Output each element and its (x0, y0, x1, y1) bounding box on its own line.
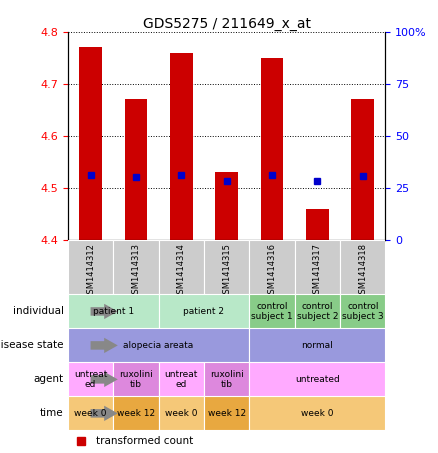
Bar (159, 362, 204, 396)
Text: GSM1414315: GSM1414315 (222, 243, 231, 299)
Bar (204, 240, 249, 294)
Bar (215, 172, 238, 240)
Bar (68, 240, 113, 294)
Text: GSM1414316: GSM1414316 (268, 243, 276, 299)
Bar (159, 294, 249, 328)
Text: week 0: week 0 (165, 409, 198, 418)
Text: disease state: disease state (0, 340, 64, 351)
Bar (249, 240, 295, 294)
Text: week 0: week 0 (74, 409, 107, 418)
Bar (79, 47, 102, 240)
Text: GSM1414317: GSM1414317 (313, 243, 322, 299)
Text: untreat
ed: untreat ed (74, 370, 107, 389)
Bar (249, 328, 385, 362)
Bar (340, 240, 385, 294)
Text: patient 1: patient 1 (93, 307, 134, 316)
Bar (261, 58, 283, 240)
Bar (159, 240, 204, 294)
Bar (204, 362, 249, 396)
Text: alopecia areata: alopecia areata (124, 341, 194, 350)
Text: control
subject 1: control subject 1 (251, 302, 293, 321)
Text: week 12: week 12 (208, 409, 246, 418)
Text: individual: individual (13, 306, 64, 317)
Text: untreat
ed: untreat ed (165, 370, 198, 389)
Text: control
subject 3: control subject 3 (342, 302, 384, 321)
Bar (113, 240, 159, 294)
Text: week 0: week 0 (301, 409, 334, 418)
Bar (159, 396, 204, 430)
Text: time: time (40, 408, 64, 419)
FancyArrow shape (91, 304, 118, 319)
Text: ruxolini
tib: ruxolini tib (119, 370, 153, 389)
FancyArrow shape (91, 406, 118, 421)
Bar (113, 396, 159, 430)
Bar (295, 240, 340, 294)
Text: GSM1414313: GSM1414313 (131, 243, 141, 299)
Title: GDS5275 / 211649_x_at: GDS5275 / 211649_x_at (143, 17, 311, 31)
Bar (68, 328, 249, 362)
Text: agent: agent (33, 374, 64, 385)
Bar (249, 396, 385, 430)
Text: patient 2: patient 2 (184, 307, 225, 316)
Text: week 12: week 12 (117, 409, 155, 418)
Bar (351, 99, 374, 240)
FancyArrow shape (91, 372, 118, 387)
Bar (124, 99, 147, 240)
Bar (295, 294, 340, 328)
Text: untreated: untreated (295, 375, 340, 384)
Text: transformed count: transformed count (96, 435, 194, 446)
Text: GSM1414314: GSM1414314 (177, 243, 186, 299)
Text: normal: normal (301, 341, 333, 350)
Text: control
subject 2: control subject 2 (297, 302, 338, 321)
Bar (68, 362, 113, 396)
Bar (249, 294, 295, 328)
Text: GSM1414312: GSM1414312 (86, 243, 95, 299)
Bar (306, 209, 329, 240)
Bar (340, 294, 385, 328)
Text: GSM1414318: GSM1414318 (358, 243, 367, 299)
Text: ruxolini
tib: ruxolini tib (210, 370, 244, 389)
Bar (68, 294, 159, 328)
Bar (113, 362, 159, 396)
Bar (204, 396, 249, 430)
Bar (249, 362, 385, 396)
FancyArrow shape (91, 338, 118, 353)
Bar (170, 53, 193, 240)
Bar (68, 396, 113, 430)
